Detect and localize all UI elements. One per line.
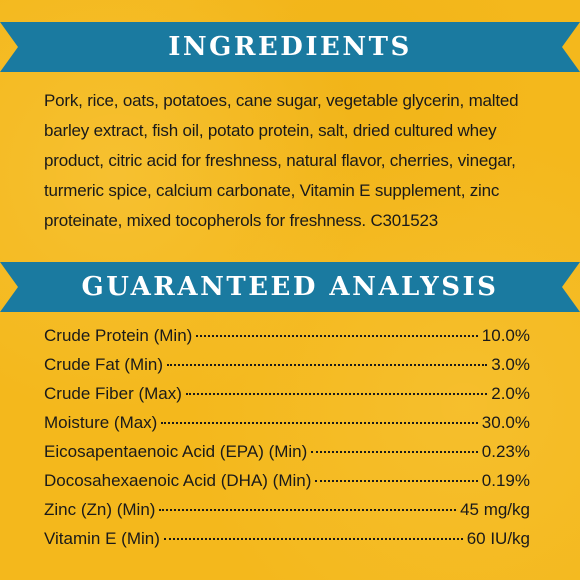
analysis-value: 0.19% <box>481 471 530 490</box>
analysis-label: Eicosapentaenoic Acid (EPA) (Min) <box>44 442 308 461</box>
analysis-value: 10.0% <box>481 326 530 345</box>
analysis-value: 60 IU/kg <box>466 529 530 548</box>
banner-ribbon-left <box>0 22 40 72</box>
analysis-value: 2.0% <box>491 384 530 403</box>
dot-leader <box>311 451 478 453</box>
analysis-row: Crude Fiber (Max) 2.0% <box>44 384 530 413</box>
analysis-row: Moisture (Max) 30.0% <box>44 413 530 442</box>
analysis-row: Vitamin E (Min) 60 IU/kg <box>44 529 530 558</box>
analysis-row: Docosahexaenoic Acid (DHA) (Min) 0.19% <box>44 471 530 500</box>
analysis-row: Crude Protein (Min) 10.0% <box>44 326 530 355</box>
analysis-label: Crude Fat (Min) <box>44 355 164 374</box>
guaranteed-analysis-table: Crude Protein (Min) 10.0% Crude Fat (Min… <box>44 326 530 558</box>
ingredients-title: INGREDIENTS <box>168 32 412 62</box>
dot-leader <box>159 509 457 511</box>
dot-leader <box>167 364 488 366</box>
dot-leader <box>315 480 478 482</box>
guaranteed-analysis-banner: GUARANTEED ANALYSIS <box>0 262 580 312</box>
analysis-label: Vitamin E (Min) <box>44 529 160 548</box>
dot-leader <box>196 335 478 337</box>
analysis-label: Crude Protein (Min) <box>44 326 193 345</box>
analysis-label: Moisture (Max) <box>44 413 158 432</box>
banner-bar <box>36 262 544 312</box>
dot-leader <box>163 538 463 540</box>
analysis-row: Crude Fat (Min) 3.0% <box>44 355 530 384</box>
dot-leader <box>185 393 488 395</box>
analysis-value: 0.23% <box>481 442 530 461</box>
banner-bar <box>36 22 544 72</box>
analysis-value: 3.0% <box>491 355 530 374</box>
analysis-value: 30.0% <box>481 413 530 432</box>
ingredients-banner: INGREDIENTS <box>0 22 580 72</box>
guaranteed-analysis-title: GUARANTEED ANALYSIS <box>81 272 499 302</box>
banner-ribbon-right <box>540 262 580 312</box>
banner-ribbon-left <box>0 262 40 312</box>
analysis-label: Crude Fiber (Max) <box>44 384 182 403</box>
analysis-row: Eicosapentaenoic Acid (EPA) (Min) 0.23% <box>44 442 530 471</box>
analysis-row: Zinc (Zn) (Min) 45 mg/kg <box>44 500 530 529</box>
ingredients-text: Pork, rice, oats, potatoes, cane sugar, … <box>44 91 519 230</box>
banner-ribbon-right <box>540 22 580 72</box>
analysis-label: Docosahexaenoic Acid (DHA) (Min) <box>44 471 312 490</box>
analysis-value: 45 mg/kg <box>460 500 530 519</box>
analysis-label: Zinc (Zn) (Min) <box>44 500 156 519</box>
dot-leader <box>161 422 478 424</box>
